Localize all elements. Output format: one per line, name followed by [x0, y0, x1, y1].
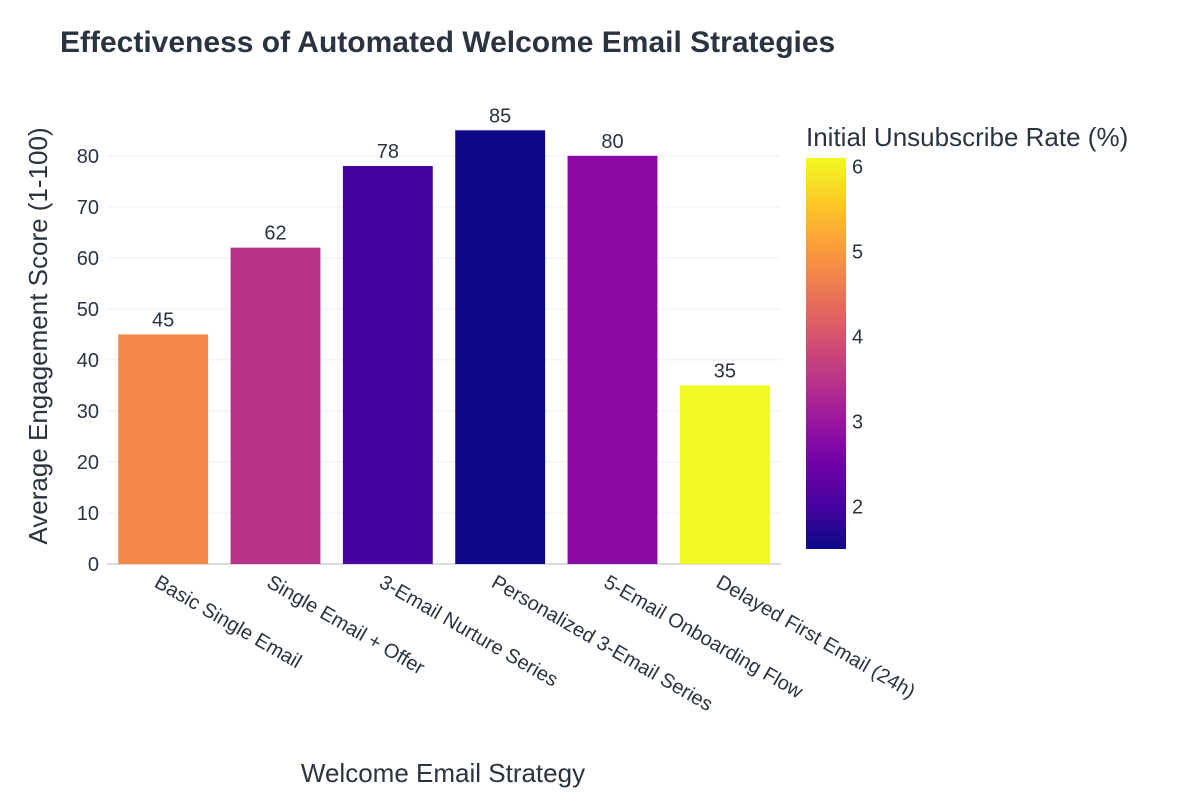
bar — [342, 166, 433, 565]
x-tick-label: 5-Email Onboarding Flow — [600, 571, 807, 703]
y-tick-label: 0 — [88, 554, 99, 576]
y-axis-ticks: 0 10 20 30 40 50 60 70 80 — [77, 146, 99, 576]
bar — [118, 334, 209, 564]
colorbar-tick-label: 2 — [852, 497, 863, 519]
bar-value-label: 35 — [714, 360, 736, 382]
colorbar-gradient — [806, 158, 846, 549]
bar-value-label: 62 — [264, 223, 286, 245]
bars: 45 62 78 85 80 35 — [118, 105, 770, 565]
x-tick-label: 3-Email Nurture Series — [375, 571, 561, 691]
x-axis-title: Welcome Email Strategy — [301, 758, 585, 788]
colorbar-tick-label: 5 — [852, 242, 863, 264]
colorbar-ticks: 2 3 4 5 6 — [852, 157, 863, 519]
y-tick-label: 80 — [77, 146, 99, 168]
bar-value-label: 80 — [601, 131, 623, 153]
y-tick-label: 60 — [77, 248, 99, 270]
chart-title: Effectiveness of Automated Welcome Email… — [60, 26, 835, 59]
x-tick-label: Delayed First Email (24h) — [712, 571, 918, 703]
colorbar-tick-label: 4 — [852, 327, 863, 349]
bar-value-label: 85 — [489, 105, 511, 127]
bar — [679, 385, 770, 564]
x-tick-label: Personalized 3-Email Series — [488, 571, 717, 716]
y-tick-label: 50 — [77, 299, 99, 321]
y-tick-label: 40 — [77, 350, 99, 372]
bar-value-label: 78 — [377, 141, 399, 163]
colorbar: Initial Unsubscribe Rate (%) 2 3 4 5 6 — [806, 122, 1128, 549]
y-tick-label: 70 — [77, 197, 99, 219]
y-tick-label: 20 — [77, 452, 99, 474]
bar-value-label: 45 — [152, 309, 174, 331]
y-axis-title: Average Engagement Score (1-100) — [23, 127, 53, 544]
gridlines — [107, 155, 781, 565]
y-tick-label: 30 — [77, 401, 99, 423]
bar — [455, 130, 546, 564]
y-tick-label: 10 — [77, 503, 99, 525]
bar — [230, 247, 321, 564]
colorbar-title: Initial Unsubscribe Rate (%) — [806, 122, 1128, 152]
colorbar-tick-label: 6 — [852, 157, 863, 179]
colorbar-tick-label: 3 — [852, 412, 863, 434]
bar — [567, 155, 658, 564]
